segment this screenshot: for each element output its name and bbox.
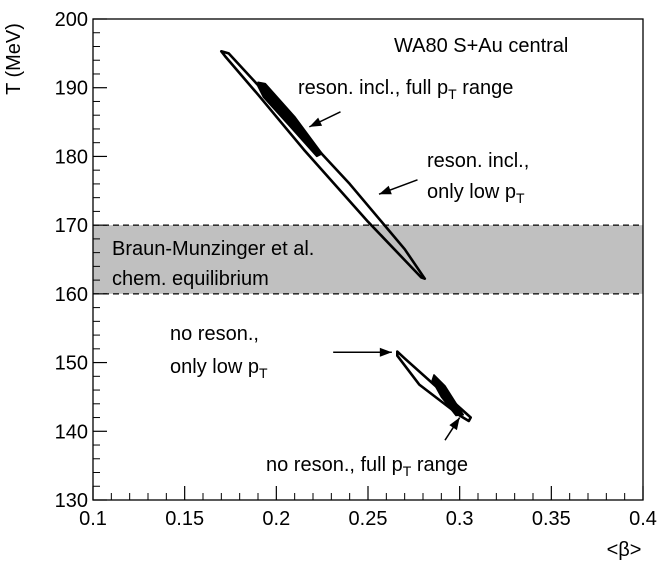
- annotation-text-a3-line2: only low pT: [170, 356, 268, 381]
- x-tick-label: 0.25: [349, 508, 388, 530]
- x-tick-label: 0.1: [79, 508, 107, 530]
- y-tick-label: 170: [55, 215, 88, 237]
- annotation-text-a1: reson. incl., full pT range: [298, 77, 513, 102]
- y-tick-label: 130: [55, 490, 88, 512]
- annotation-arrowhead-a2: [379, 185, 392, 195]
- annotation-arrowhead-a1: [309, 117, 323, 127]
- y-tick-label: 140: [55, 421, 88, 443]
- contour-filled-1: [257, 81, 323, 158]
- annotations: reson. incl., full pT range reson. incl.,…: [170, 77, 529, 479]
- y-axis-label: T (MeV): [3, 23, 25, 95]
- equilibrium-band: [93, 224, 643, 295]
- band-label-line1: Braun-Munzinger et al.: [112, 238, 314, 260]
- band-fill: [93, 225, 643, 294]
- contours: [220, 50, 472, 423]
- annotation-arrowhead-a4: [449, 417, 460, 431]
- y-tick-label: 200: [55, 9, 88, 31]
- x-tick-label: 0.35: [532, 508, 571, 530]
- annotation-text-a3: no reson.,: [170, 323, 259, 345]
- x-tick-label: 0.3: [446, 508, 474, 530]
- y-tick-label: 160: [55, 284, 88, 306]
- chart-title: WA80 S+Au central: [394, 35, 568, 57]
- x-tick-label: 0.15: [165, 508, 204, 530]
- contour-filled-3: [431, 374, 465, 417]
- x-axis-label: <β>: [607, 539, 642, 561]
- y-tick-label: 180: [55, 146, 88, 168]
- y-tick-label: 150: [55, 353, 88, 375]
- x-tick-label: 0.2: [262, 508, 290, 530]
- contour-outline-2: [396, 350, 472, 423]
- y-tick-label: 190: [55, 78, 88, 100]
- annotation-arrowhead-a3: [379, 347, 392, 357]
- x-tick-label: 0.4: [629, 508, 657, 530]
- annotation-text-a2-line2: only low pT: [427, 181, 525, 206]
- axis-ticks: 0.1 0.15 0.2 0.25 0.3 0.35 0.4 130 140 150 160 170 1…: [55, 9, 657, 530]
- annotation-text-a4: no reson., full pT range: [266, 454, 468, 479]
- annotation-text-a2: reson. incl.,: [427, 150, 529, 172]
- band-label-line2: chem. equilibrium: [112, 268, 269, 290]
